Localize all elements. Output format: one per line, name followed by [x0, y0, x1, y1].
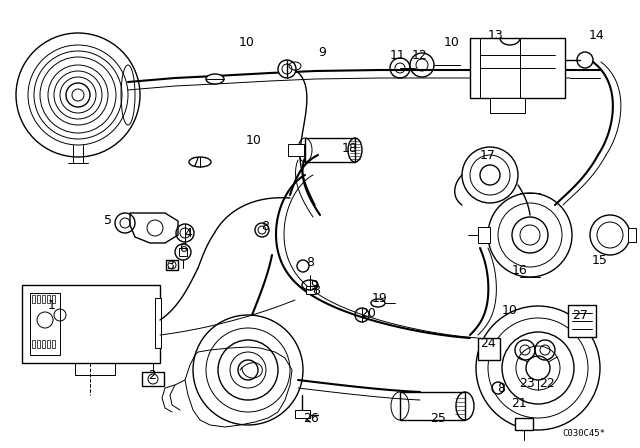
- Bar: [305, 138, 355, 162]
- Text: C030C45*: C030C45*: [562, 429, 605, 438]
- Text: 10: 10: [444, 35, 460, 48]
- Text: 5: 5: [104, 214, 112, 227]
- Text: 12: 12: [412, 48, 428, 61]
- Text: 8: 8: [261, 220, 269, 233]
- Text: 10: 10: [246, 134, 262, 146]
- Text: 26: 26: [303, 412, 319, 425]
- Bar: [37, 340, 40, 348]
- Bar: [42, 295, 45, 303]
- Bar: [478, 338, 500, 360]
- Text: 27: 27: [572, 309, 588, 322]
- Text: 23: 23: [519, 376, 535, 389]
- Text: 22: 22: [539, 376, 555, 389]
- Text: 4: 4: [184, 227, 192, 240]
- Text: 9: 9: [318, 46, 326, 59]
- Text: 3: 3: [166, 258, 174, 271]
- Text: 13: 13: [488, 29, 504, 42]
- Bar: [478, 227, 490, 243]
- Bar: [142, 372, 164, 386]
- Bar: [30, 293, 60, 355]
- Text: 18: 18: [342, 142, 358, 155]
- Text: 9: 9: [310, 279, 318, 292]
- Text: 2: 2: [148, 369, 156, 382]
- Bar: [470, 38, 565, 98]
- Bar: [42, 340, 45, 348]
- Text: 8: 8: [497, 382, 505, 395]
- Bar: [166, 260, 178, 270]
- Bar: [568, 305, 596, 337]
- Ellipse shape: [189, 157, 211, 167]
- Bar: [37, 295, 40, 303]
- Bar: [32, 340, 35, 348]
- Text: 16: 16: [512, 263, 528, 276]
- Circle shape: [278, 60, 296, 78]
- Bar: [515, 418, 533, 430]
- Ellipse shape: [206, 74, 224, 84]
- Text: 15: 15: [592, 254, 608, 267]
- Bar: [52, 295, 55, 303]
- Polygon shape: [130, 213, 178, 243]
- Bar: [306, 286, 316, 294]
- Text: 10: 10: [239, 35, 255, 48]
- Bar: [295, 410, 310, 418]
- Text: 10: 10: [502, 303, 518, 316]
- Bar: [47, 340, 50, 348]
- Bar: [179, 248, 187, 256]
- Text: 24: 24: [480, 336, 496, 349]
- Text: 20: 20: [360, 306, 376, 319]
- Bar: [22, 285, 160, 363]
- Bar: [155, 298, 161, 348]
- Text: 8: 8: [312, 284, 320, 297]
- Circle shape: [66, 83, 90, 107]
- Bar: [47, 295, 50, 303]
- Bar: [400, 392, 465, 420]
- Bar: [52, 340, 55, 348]
- Text: 6: 6: [179, 241, 187, 254]
- Text: 19: 19: [372, 292, 388, 305]
- Text: 14: 14: [589, 29, 605, 42]
- Bar: [628, 228, 636, 242]
- Text: 17: 17: [480, 148, 496, 161]
- Bar: [32, 295, 35, 303]
- Polygon shape: [185, 347, 292, 427]
- Text: 25: 25: [430, 412, 446, 425]
- Text: 11: 11: [390, 48, 406, 61]
- Text: 8: 8: [306, 255, 314, 268]
- Text: 1: 1: [48, 298, 56, 311]
- Bar: [490, 98, 525, 113]
- Bar: [288, 144, 304, 156]
- Text: 7: 7: [192, 155, 200, 168]
- Text: 21: 21: [511, 396, 527, 409]
